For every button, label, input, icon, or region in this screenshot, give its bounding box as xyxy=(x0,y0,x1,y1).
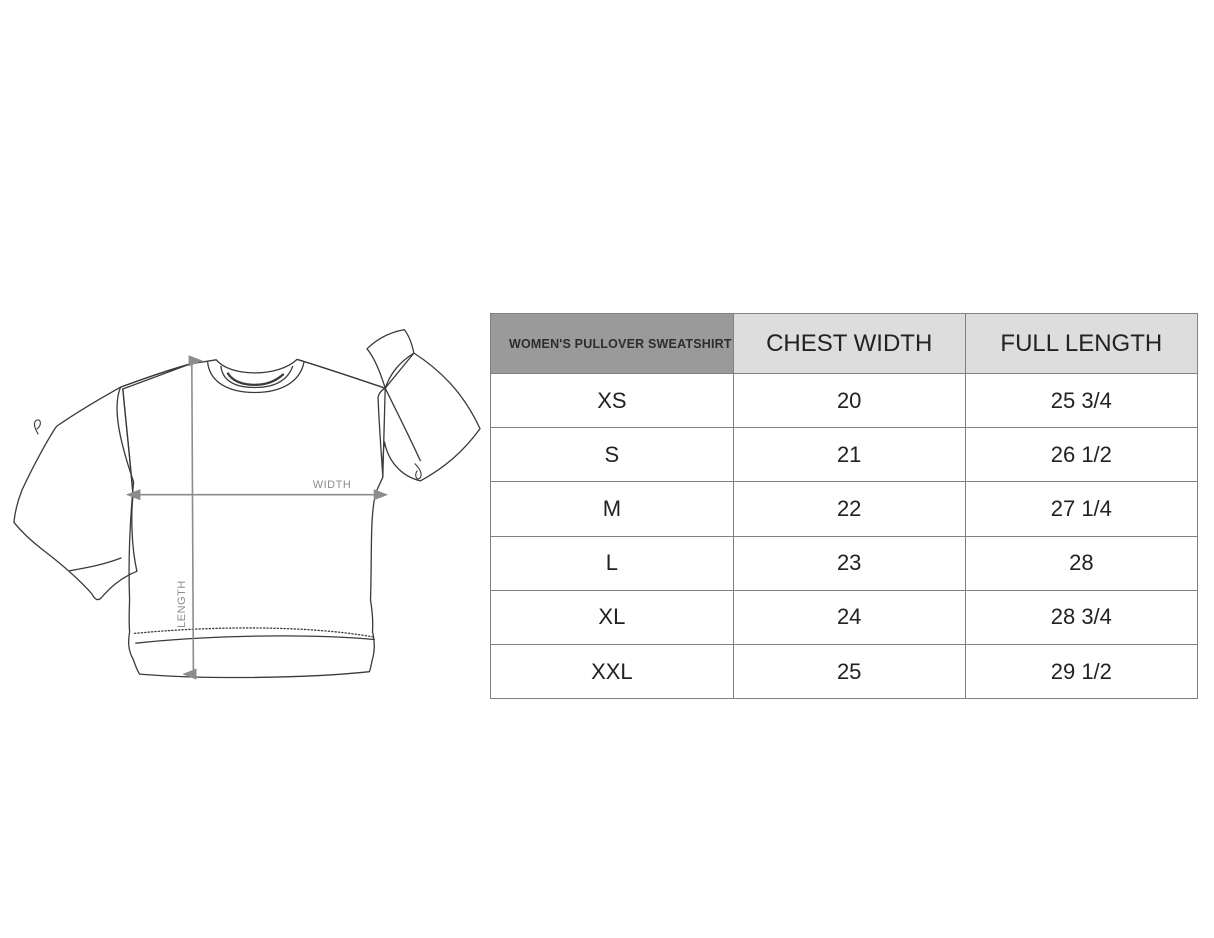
svg-text:WIDTH: WIDTH xyxy=(313,479,352,491)
svg-text:LENGTH: LENGTH xyxy=(176,580,188,628)
